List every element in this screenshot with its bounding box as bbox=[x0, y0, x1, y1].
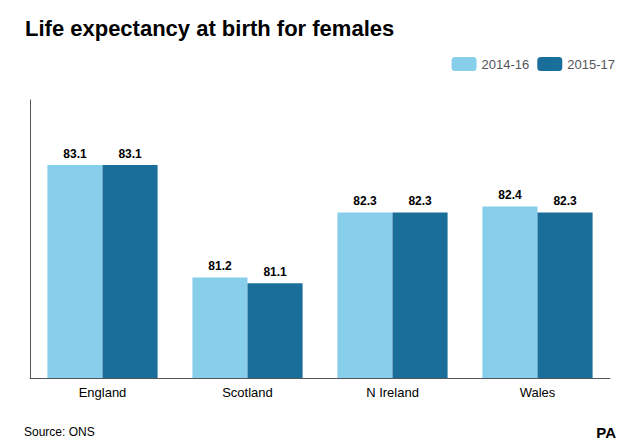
svg-text:Life expectancy at birth for f: Life expectancy at birth for females bbox=[25, 16, 394, 41]
svg-text:Source: ONS: Source: ONS bbox=[24, 425, 95, 439]
svg-text:N Ireland: N Ireland bbox=[366, 385, 419, 400]
svg-text:Wales: Wales bbox=[520, 385, 556, 400]
svg-text:82.3: 82.3 bbox=[553, 194, 577, 208]
svg-text:83.1: 83.1 bbox=[118, 147, 142, 161]
svg-text:82.4: 82.4 bbox=[498, 188, 522, 202]
svg-text:81.2: 81.2 bbox=[208, 259, 232, 273]
svg-text:Scotland: Scotland bbox=[222, 385, 273, 400]
svg-text:England: England bbox=[79, 385, 127, 400]
svg-text:81.1: 81.1 bbox=[263, 265, 287, 279]
svg-text:83.1: 83.1 bbox=[63, 147, 87, 161]
svg-text:2015-17: 2015-17 bbox=[567, 57, 615, 72]
svg-text:82.3: 82.3 bbox=[408, 194, 432, 208]
svg-text:2014-16: 2014-16 bbox=[482, 57, 530, 72]
svg-text:PA: PA bbox=[596, 424, 616, 441]
svg-text:82.3: 82.3 bbox=[353, 194, 377, 208]
